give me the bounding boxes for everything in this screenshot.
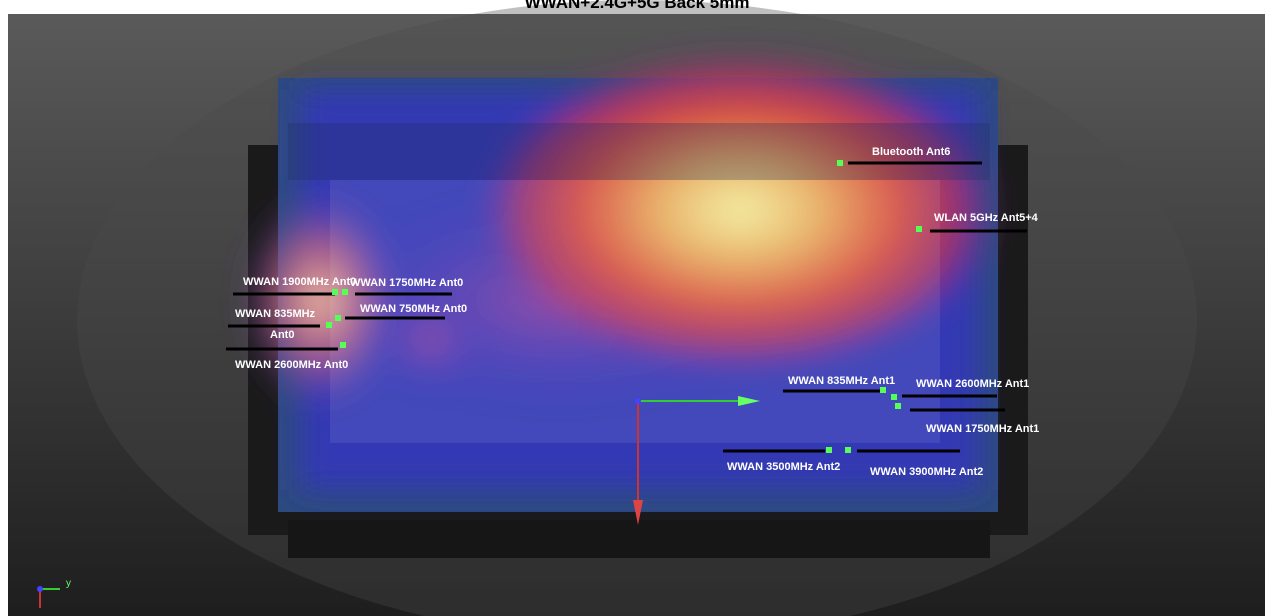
antenna-marker bbox=[880, 387, 886, 393]
antenna-marker bbox=[916, 226, 922, 232]
arrow bbox=[633, 500, 643, 525]
chassis-base bbox=[288, 520, 990, 558]
antenna-marker bbox=[826, 447, 832, 453]
antenna-marker bbox=[342, 289, 348, 295]
antenna-label: WWAN 3500MHz Ant2 bbox=[727, 461, 840, 473]
antenna-marker bbox=[335, 315, 341, 321]
antenna-marker bbox=[845, 447, 851, 453]
antenna-label: WWAN 1900MHz Ant0 bbox=[243, 276, 356, 288]
mini-origin bbox=[37, 586, 43, 592]
heatmap bbox=[240, 50, 1000, 490]
arrow bbox=[738, 396, 760, 406]
axis-label: y bbox=[66, 578, 71, 589]
antenna-marker bbox=[837, 160, 843, 166]
antenna-label: WWAN 750MHz Ant0 bbox=[360, 303, 467, 315]
labels: Bluetooth Ant6 WLAN 5GHz Ant5+4 WWAN 1900M… bbox=[226, 146, 1039, 478]
antenna-marker bbox=[332, 289, 338, 295]
antenna-label: WWAN 2600MHz Ant1 bbox=[916, 378, 1029, 390]
overlay bbox=[330, 180, 940, 443]
antenna-marker bbox=[895, 403, 901, 409]
antenna-marker bbox=[891, 394, 897, 400]
origin bbox=[635, 398, 641, 404]
title: WWAN+2.4G+5G Back 5mm bbox=[525, 0, 750, 12]
antenna-marker bbox=[340, 342, 346, 348]
antenna-label: WLAN 5GHz Ant5+4 bbox=[934, 212, 1039, 224]
antenna-label: WWAN 1750MHz Ant0 bbox=[350, 277, 463, 289]
overlay bbox=[288, 123, 990, 180]
antenna-label: WWAN 1750MHz Ant1 bbox=[926, 423, 1039, 435]
antenna-label: WWAN 2600MHz Ant0 bbox=[235, 359, 348, 371]
antenna-label: WWAN 835MHz Ant1 bbox=[788, 375, 895, 387]
antenna-label: WWAN 3900MHz Ant2 bbox=[870, 466, 983, 478]
antenna-label: WWAN 835MHz bbox=[235, 308, 316, 320]
antenna-marker bbox=[326, 322, 332, 328]
antenna-label: Ant0 bbox=[270, 329, 294, 341]
antenna-label: Bluetooth Ant6 bbox=[872, 146, 950, 158]
